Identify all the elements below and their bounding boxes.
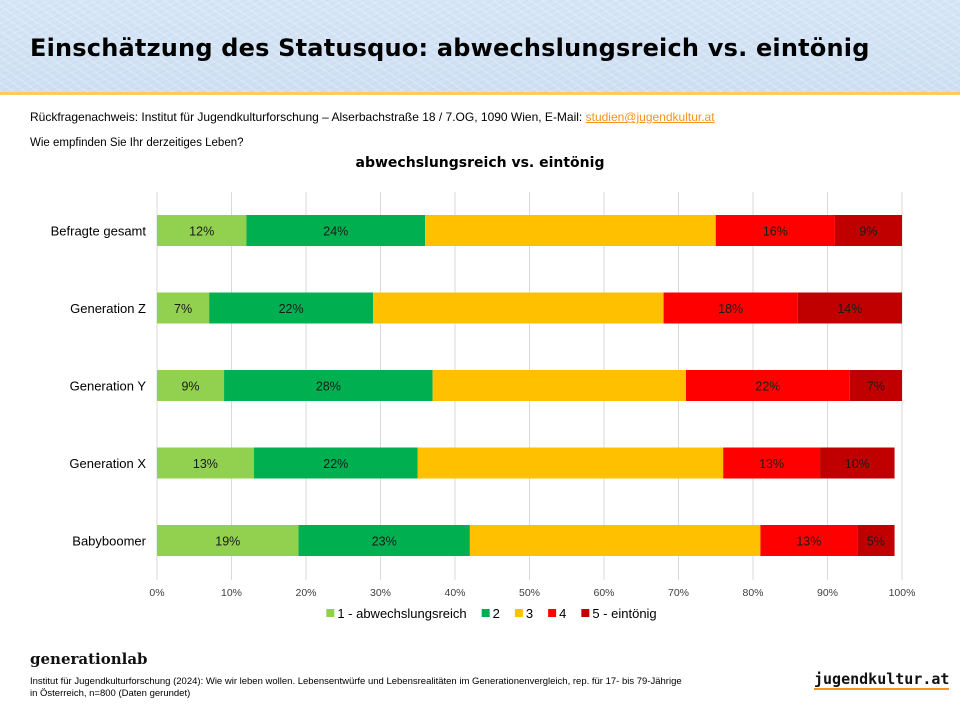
x-tick-label: 60% [593,587,614,599]
contact-line: Rückfragenachweis: Institut für Jugendku… [30,110,715,124]
bar-segment [157,292,210,324]
source-line-1: Institut für Jugendkulturforschung (2024… [30,676,682,687]
data-label: 23% [372,535,397,549]
legend-swatch [514,609,523,617]
source-line-2: in Österreich, n=800 (Daten gerundet) [30,688,191,699]
legend-swatch [581,609,590,617]
data-label: 7% [174,302,192,316]
x-tick-label: 40% [444,587,465,599]
category-label: Generation Z [70,301,146,316]
data-label: 22% [279,302,304,316]
data-label: 9% [181,380,199,394]
bar-segment [157,525,299,556]
bar-segment [157,447,254,479]
jugendkultur-logo: jugendkultur.at [810,664,950,696]
bar-segment [820,447,895,479]
x-tick-label: 90% [817,587,838,599]
x-tick-label: 30% [370,587,391,599]
category-label: Babyboomer [72,534,146,549]
x-tick-label: 80% [742,587,763,599]
generationlab-logo: generationlab [30,650,148,668]
survey-question: Wie empfinden Sie Ihr derzeitiges Leben? [30,137,244,149]
legend-label: 1 - abwechslungsreich [337,606,466,621]
legend-swatch [481,609,490,617]
data-label: 10% [845,457,870,471]
bar-segment [857,525,895,556]
data-label: 12% [189,225,214,239]
chart-title: abwechslungsreich vs. eintönig [355,155,605,171]
bar-segment [417,447,724,479]
x-tick-label: 10% [221,587,242,599]
bar-segment [298,525,470,556]
bar-segment [425,215,716,246]
category-label: Generation X [69,456,146,471]
data-label: 5% [867,535,885,549]
data-label: 28% [316,380,341,394]
bar-segment [715,215,835,246]
data-label: 9% [859,225,877,239]
bar-segment [373,292,664,324]
data-label: 13% [759,457,784,471]
data-label: 13% [796,535,821,549]
bar-segment [797,292,902,324]
x-tick-label: 100% [889,587,916,599]
source-note: Institut für Jugendkulturforschung (2024… [30,676,790,700]
category-label: Generation Y [70,379,147,394]
legend-label: 3 [526,606,533,621]
header-banner: Einschätzung des Statusquo: abwechslungs… [0,0,960,92]
bar-segment [663,292,798,324]
bar-segment [849,370,902,401]
bar-segment [723,447,821,479]
data-label: 7% [867,380,885,394]
contact-text: Rückfragenachweis: Institut für Jugendku… [30,110,586,124]
x-tick-label: 70% [668,587,689,599]
bar-segment [157,215,247,246]
x-tick-label: 20% [295,587,316,599]
category-label: Befragte gesamt [51,224,147,239]
bar-segment [224,370,433,401]
bar-segment [685,370,850,401]
header-divider [0,92,960,95]
bar-segment [432,370,686,401]
legend-label: 4 [559,606,566,621]
data-label: 19% [215,535,240,549]
data-label: 18% [718,302,743,316]
bar-segment [246,215,426,246]
x-tick-label: 0% [149,587,164,599]
legend-swatch [548,609,557,617]
data-label: 22% [323,457,348,471]
data-label: 13% [193,457,218,471]
data-label: 16% [763,225,788,239]
bar-segment [760,525,858,556]
page-title: Einschätzung des Statusquo: abwechslungs… [30,34,870,62]
legend-label: 5 - eintönig [592,606,656,621]
bar-segment [834,215,902,246]
jugendkultur-logo-text: jugendkultur.at [814,669,950,690]
stacked-bar-chart: 0% 10% 20% 30% 40% 50% 60% 70% 80% 90% 100% Befragt… [51,192,916,621]
bar-segment [253,447,418,479]
data-label: 14% [837,302,862,316]
bar-segment [209,292,374,324]
bar-segment [469,525,761,556]
legend-swatch [326,609,335,617]
x-tick-label: 50% [519,587,540,599]
data-label: 24% [323,225,348,239]
data-label: 22% [755,380,780,394]
legend-label: 2 [493,606,500,621]
email-link[interactable]: studien@jugendkultur.at [585,110,715,124]
bar-segment [157,370,225,401]
